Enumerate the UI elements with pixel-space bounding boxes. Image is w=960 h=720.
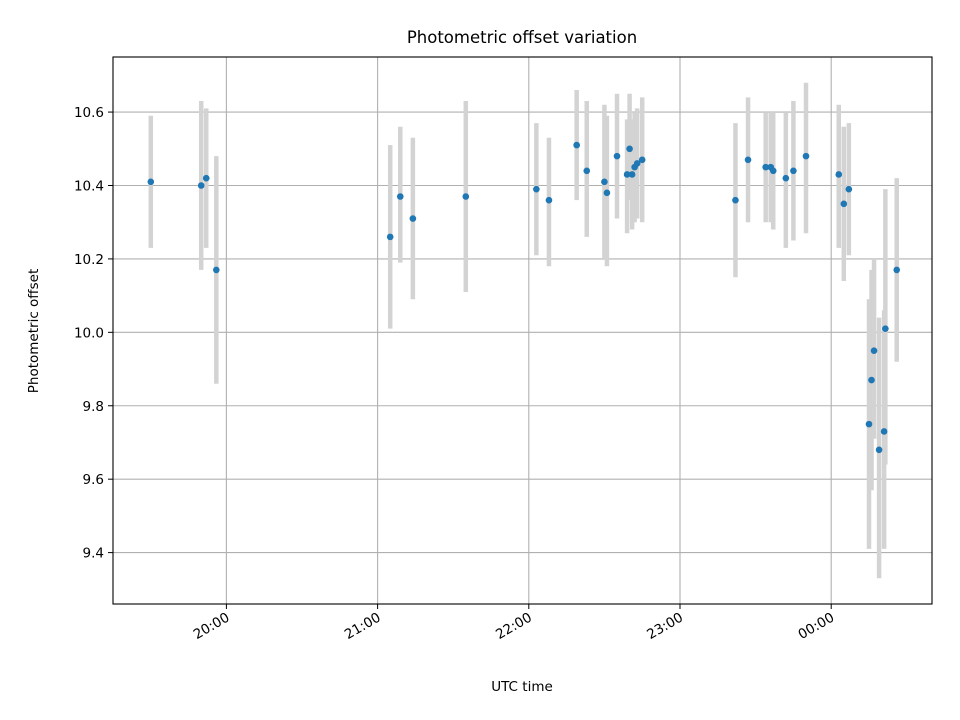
x-axis-ticks: 20:00 21:00 22:00 23:00 00:00 (191, 604, 837, 643)
data-point (202, 174, 210, 182)
data-point (835, 171, 843, 178)
data-point (865, 420, 873, 428)
data-point (213, 266, 220, 274)
data-point (396, 193, 404, 200)
data-point (386, 233, 394, 241)
data-point (762, 163, 769, 171)
data-point (623, 171, 631, 178)
data-point (633, 160, 641, 167)
data-point (732, 196, 739, 204)
x-axis-label: UTC time (491, 679, 553, 695)
data-point (882, 325, 889, 332)
data-point (880, 428, 888, 435)
data-point (802, 152, 810, 160)
data-point (782, 174, 790, 182)
x-tick-label: 22:00 (493, 610, 535, 643)
y-tick-label: 10.0 (74, 325, 104, 341)
y-tick-label: 9.8 (83, 399, 104, 415)
data-point (409, 215, 417, 222)
y-tick-label: 9.4 (83, 546, 104, 562)
y-tick-label: 9.6 (83, 472, 104, 488)
y-tick-label: 10.6 (74, 105, 104, 121)
grid (113, 57, 932, 604)
x-tick-label: 20:00 (191, 610, 233, 643)
data-point (601, 178, 608, 186)
data-point (845, 185, 853, 193)
data-point (840, 200, 848, 208)
y-axis-ticks: 9.4 9.6 9.8 10.0 10.2 10.4 10.6 (74, 105, 113, 562)
y-tick-label: 10.4 (74, 178, 104, 194)
data-point (626, 145, 633, 153)
data-point (628, 171, 636, 178)
y-tick-label: 10.2 (74, 252, 104, 268)
data-point (870, 347, 878, 354)
data-point (603, 189, 611, 197)
data-point (868, 376, 875, 384)
data-point (638, 156, 646, 164)
error-bars (148, 82, 899, 579)
data-point (875, 446, 883, 454)
data-points (147, 141, 901, 454)
data-point (790, 167, 797, 175)
x-tick-label: 00:00 (796, 610, 838, 643)
data-point (462, 193, 470, 200)
plot-frame (112, 56, 933, 605)
x-tick-label: 21:00 (342, 610, 384, 643)
data-point (573, 141, 580, 149)
chart-title: Photometric offset variation (407, 28, 637, 47)
data-point (147, 178, 155, 186)
data-point (744, 156, 752, 164)
data-point (197, 182, 205, 189)
y-axis-label: Photometric offset (26, 269, 42, 393)
data-point (613, 152, 621, 160)
data-point (545, 196, 553, 204)
data-point (583, 167, 591, 175)
data-point (533, 185, 540, 193)
data-point (769, 167, 777, 175)
x-tick-label: 23:00 (644, 610, 686, 643)
data-point (893, 266, 901, 274)
